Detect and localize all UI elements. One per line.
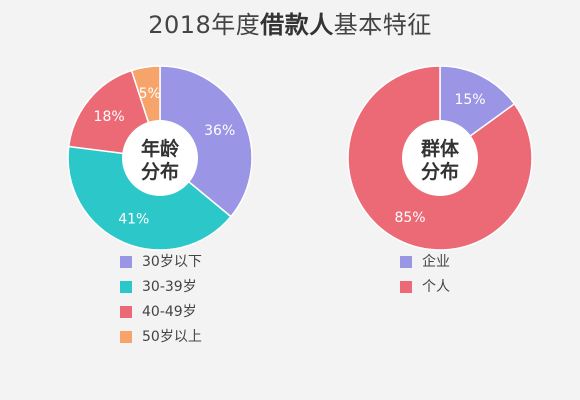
group-slice-label-1: 85%	[394, 210, 425, 226]
group-legend-label-1: 个人	[422, 279, 450, 295]
age-slice-1	[67, 145, 232, 251]
page-title: 2018年度借款人基本特征	[0, 8, 580, 42]
title-bold: 借款人	[260, 11, 334, 39]
age-legend-label-3: 50岁以上	[142, 329, 202, 345]
age-center-label-0: 年龄	[141, 137, 180, 160]
title-prefix: 2018年度	[148, 11, 261, 39]
title-suffix: 基本特征	[333, 11, 432, 39]
age-slice-0	[159, 65, 253, 218]
age-legend-label-2: 40-49岁	[142, 304, 197, 320]
age-legend-label-0: 30岁以下	[142, 254, 202, 270]
age-legend-swatch-3	[120, 331, 132, 343]
group-center-label-1: 分布	[421, 160, 459, 183]
group-legend-label-0: 企业	[422, 254, 450, 270]
age-legend-swatch-1	[120, 281, 132, 293]
age-center-hole	[122, 120, 198, 196]
age-slice-label-0: 36%	[204, 123, 235, 139]
group-center-hole	[402, 120, 478, 196]
age-slice-label-3: 5%	[139, 86, 161, 102]
age-legend-swatch-0	[120, 256, 132, 268]
group-legend-swatch-0	[400, 256, 412, 268]
group-center-label-0: 群体	[420, 137, 460, 160]
age-legend-swatch-2	[120, 306, 132, 318]
group-legend-swatch-1	[400, 281, 412, 293]
age-slice-label-1: 41%	[118, 212, 149, 228]
group-slice-label-0: 15%	[454, 92, 485, 108]
age-legend-label-1: 30-39岁	[142, 279, 197, 295]
age-center-label-1: 分布	[141, 160, 179, 183]
age-slice-label-2: 18%	[94, 109, 125, 125]
